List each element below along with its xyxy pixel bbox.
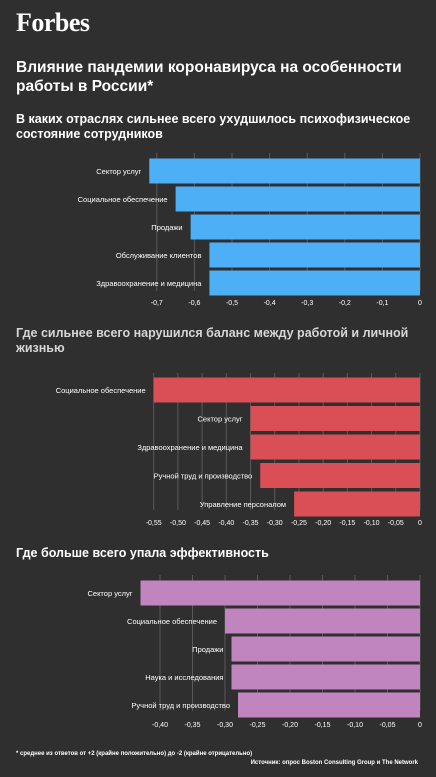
tick-label: -0,5 [226, 300, 238, 307]
tick-label: -0,20 [282, 722, 298, 729]
source-note: Источник: опрос Boston Consulting Group … [250, 760, 418, 766]
tick-label: -0,30 [217, 722, 233, 729]
bar [175, 186, 420, 212]
category-label: Сектор услуг [87, 589, 132, 598]
bar [250, 406, 420, 431]
chart-3-title: Где больше всего упала эффективность [16, 546, 269, 560]
bar [250, 434, 420, 460]
tick-label: -0,10 [364, 520, 380, 527]
bar [209, 270, 420, 296]
category-label: Сектор услуг [96, 167, 141, 176]
chart-psychophysical: Сектор услуг Социальное обеспечение Продаж… [78, 153, 422, 307]
tick-label: -0,40 [152, 722, 168, 729]
tick-label: -0,40 [218, 520, 234, 527]
category-label: Социальное обеспечение [56, 386, 146, 395]
forbes-logo: Forbes [16, 8, 90, 37]
tick-label: -0,15 [315, 722, 331, 729]
bar [140, 580, 420, 606]
category-label: Социальное обеспечение [127, 617, 217, 626]
bar [190, 214, 420, 240]
chart-1-title: В каких отраслях сильнее всего ухудшилос… [16, 112, 411, 141]
bar [231, 664, 420, 690]
category-label: Ручной труд и производство [131, 701, 230, 710]
tick-label: -0,1 [376, 300, 388, 307]
category-label: Обслуживание клиентов [116, 251, 202, 260]
bar [209, 242, 420, 268]
tick-label: -0,7 [151, 300, 163, 307]
chart-2-title: Где сильнее всего нарушился баланс между… [16, 326, 409, 355]
category-label: Здравоохранение и медицина [96, 279, 202, 288]
tick-label: 0 [418, 300, 422, 307]
footnote: * среднее из ответов от +2 (крайне полож… [16, 751, 253, 757]
category-label: Наука и исследования [145, 673, 223, 682]
bar [149, 158, 420, 184]
tick-label: -0,10 [347, 722, 363, 729]
category-label: Управление персоналом [200, 500, 286, 509]
tick-label: 0 [418, 722, 422, 729]
bar [225, 608, 420, 634]
tick-label: -0,05 [380, 722, 396, 729]
tick-label: -0,20 [315, 520, 331, 527]
bar [153, 377, 420, 403]
tick-label: -0,35 [185, 722, 201, 729]
bar [294, 491, 420, 517]
category-label: Сектор услуг [198, 415, 243, 424]
tick-label: -0,2 [339, 300, 351, 307]
category-label: Здравоохранение и медицина [137, 443, 243, 452]
page-title: Влияние пандемии коронавируса на особенн… [16, 59, 402, 95]
chart-work-life-balance: Социальное обеспечение Сектор услуг Здраво… [56, 373, 422, 527]
tick-label: -0,25 [291, 520, 307, 527]
bar [260, 463, 420, 488]
tick-label: -0,6 [188, 300, 200, 307]
tick-label: -0,15 [339, 520, 355, 527]
tick-label: -0,05 [388, 520, 404, 527]
bar [238, 692, 420, 718]
tick-label: -0,50 [170, 520, 186, 527]
tick-label: -0,25 [250, 722, 266, 729]
tick-label: -0,35 [243, 520, 259, 527]
category-label: Социальное обеспечение [78, 195, 168, 204]
chart-efficiency: Сектор услуг Социальное обеспечение Продаж… [87, 575, 422, 729]
tick-label: 0 [418, 520, 422, 527]
tick-label: -0,4 [264, 300, 276, 307]
bar [231, 636, 420, 662]
tick-label: -0,45 [194, 520, 210, 527]
tick-label: -0,30 [267, 520, 283, 527]
tick-label: -0,55 [146, 520, 162, 527]
tick-label: -0,3 [301, 300, 313, 307]
category-label: Продажи [151, 223, 182, 232]
category-label: Ручной труд и производство [154, 472, 253, 481]
category-label: Продажи [192, 645, 223, 654]
